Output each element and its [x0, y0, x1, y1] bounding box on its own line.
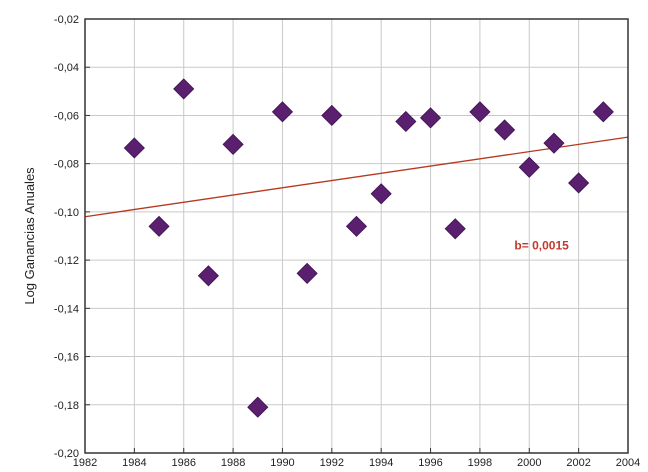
x-tick-labels: 1982 1984 1986 1988 1990 1992 1994 1996 1998 2000… [73, 457, 640, 469]
data-point-diamond [271, 101, 294, 123]
y-tick-label: -0,14 [54, 303, 79, 315]
data-point-diamond [321, 104, 343, 127]
data-point-diamond [518, 156, 540, 178]
data-point-diamond [469, 101, 491, 123]
y-tick-label: -0,08 [54, 159, 79, 171]
data-point-diamond [222, 133, 244, 155]
data-point-diamond [197, 265, 219, 287]
data-point-diamond [247, 396, 269, 418]
x-tick-label: 1982 [73, 457, 97, 469]
data-point-diamond [345, 215, 368, 237]
plot-border [84, 18, 629, 454]
x-tick-label: 2002 [566, 457, 590, 469]
data-point-diamond [592, 101, 614, 123]
y-axis-title: Log Ganancias Anuales [22, 167, 37, 305]
x-tick-label: 1990 [270, 457, 294, 469]
y-tick-label: -0,16 [54, 352, 79, 364]
x-tick-label: 1988 [221, 457, 245, 469]
y-tick-label: -0,20 [54, 448, 79, 460]
data-point-diamond [395, 110, 417, 133]
trend-line [84, 136, 629, 218]
y-tick-label: -0,02 [54, 14, 79, 26]
x-tick-label: 2004 [616, 457, 640, 469]
y-tick-labels: -0,02 -0,04 -0,06 -0,08 -0,10 -0,12 -0,14 -0,16… [54, 14, 79, 460]
data-point-diamond [370, 183, 392, 205]
x-tick-label: 1994 [369, 457, 393, 469]
data-point-diamond [444, 218, 466, 240]
y-tick-label: -0,12 [54, 255, 79, 267]
x-tick-label: 1992 [320, 457, 344, 469]
data-point-diamond [494, 119, 516, 141]
data-point-diamond [419, 107, 442, 129]
data-point-diamond [568, 172, 590, 194]
trendline-layer [84, 136, 629, 218]
data-point-diamond [543, 132, 565, 154]
data-point-diamond [296, 262, 318, 284]
x-tick-label: 1984 [122, 457, 146, 469]
slope-annotation: b= 0,0015 [514, 238, 569, 252]
x-tick-label: 1986 [171, 457, 195, 469]
data-point-diamond [123, 137, 145, 159]
x-tick-label: 1996 [418, 457, 442, 469]
y-tick-label: -0,06 [54, 110, 79, 122]
data-point-diamond [148, 215, 170, 237]
data-points [123, 78, 614, 418]
y-tick-label: -0,10 [54, 207, 79, 219]
y-tick-label: -0,04 [54, 62, 79, 74]
x-tick-label: 1998 [468, 457, 492, 469]
y-tick-label: -0,18 [54, 400, 79, 412]
data-point-diamond [173, 78, 195, 100]
plot-frame [84, 18, 629, 454]
x-tick-label: 2000 [517, 457, 541, 469]
